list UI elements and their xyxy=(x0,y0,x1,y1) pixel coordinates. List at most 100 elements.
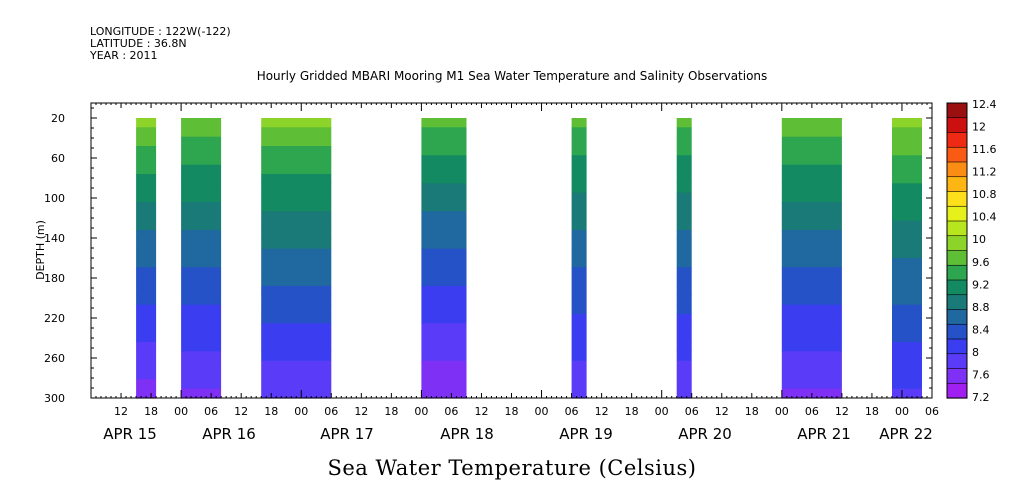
temperature-cell xyxy=(781,136,842,147)
colorbar-label: 10.4 xyxy=(972,211,997,224)
temperature-cell xyxy=(421,174,467,184)
data-segment xyxy=(136,118,157,399)
temperature-cell xyxy=(676,360,692,371)
temperature-cell xyxy=(892,174,922,184)
temperature-cell xyxy=(136,164,157,175)
temperature-cell xyxy=(261,304,332,315)
temperature-cell xyxy=(571,183,587,194)
x-hour-label: 18 xyxy=(745,405,759,418)
temperature-cell xyxy=(261,314,332,324)
x-hour-label: 18 xyxy=(865,405,879,418)
x-hour-label: 06 xyxy=(204,405,218,418)
temperature-cell xyxy=(676,220,692,231)
temperature-cell xyxy=(261,239,332,250)
temperature-cell xyxy=(571,388,587,399)
y-axis: 20 60 100 140 180 220 260 300 xyxy=(44,107,932,405)
temperature-cell xyxy=(421,220,467,231)
temperature-cell xyxy=(181,342,222,352)
colorbar-swatch xyxy=(946,250,968,266)
temperature-cell xyxy=(781,332,842,343)
x-hour-label: 06 xyxy=(324,405,338,418)
temperature-cell xyxy=(571,267,587,278)
temperature-cell xyxy=(892,342,922,352)
colorbar-title: Sea Water Temperature (Celsius) xyxy=(327,456,696,480)
temperature-cell xyxy=(676,155,692,166)
temperature-cell xyxy=(781,118,842,128)
temperature-cell xyxy=(136,202,157,212)
temperature-cell xyxy=(676,239,692,250)
temperature-cell xyxy=(181,155,222,166)
temperature-cell xyxy=(892,239,922,250)
colorbar-swatch xyxy=(946,102,968,119)
temperature-cell xyxy=(136,267,157,278)
temperature-cell xyxy=(136,388,157,399)
colorbar-label: 8.8 xyxy=(972,301,990,314)
x-hour-label: 00 xyxy=(174,405,188,418)
temperature-cell xyxy=(421,314,467,324)
temperature-cell xyxy=(781,239,842,250)
temperature-cell xyxy=(676,127,692,138)
x-hour-label: 12 xyxy=(715,405,729,418)
temperature-cell xyxy=(676,118,692,128)
temperature-cell xyxy=(261,202,332,212)
temperature-cell xyxy=(261,127,332,138)
temperature-cell xyxy=(181,118,222,128)
temperature-cell xyxy=(261,379,332,390)
temperature-cell xyxy=(571,174,587,184)
temperature-cell xyxy=(421,192,467,203)
temperature-cell xyxy=(181,239,222,250)
temperature-cell xyxy=(181,127,222,138)
colorbar-swatch xyxy=(946,382,968,399)
x-day-label: APR 20 xyxy=(678,425,732,443)
temperature-cell xyxy=(781,286,842,296)
temperature-cell xyxy=(676,267,692,278)
temperature-cell xyxy=(892,351,922,362)
colorbar-swatch xyxy=(946,132,968,148)
colorbar-swatch xyxy=(946,368,968,384)
temperature-cell xyxy=(181,267,222,278)
temperature-cell xyxy=(136,323,157,334)
temperature-cell xyxy=(676,174,692,184)
temperature-cell xyxy=(676,286,692,296)
temperature-cell xyxy=(421,136,467,147)
temperature-cell xyxy=(421,342,467,352)
temperature-cell xyxy=(421,360,467,371)
temperature-cell xyxy=(676,332,692,343)
temperature-cell xyxy=(676,164,692,175)
temperature-cell xyxy=(136,239,157,250)
temperature-cell xyxy=(181,183,222,194)
temperature-cell xyxy=(676,304,692,315)
temperature-cell xyxy=(181,304,222,315)
temperature-cell xyxy=(676,146,692,156)
temperature-cell xyxy=(181,146,222,156)
temperature-cell xyxy=(676,248,692,259)
temperature-cell xyxy=(676,314,692,324)
temperature-cell xyxy=(892,258,922,268)
colorbar-swatch xyxy=(946,309,968,325)
temperature-cell xyxy=(781,127,842,138)
x-day-label: APR 15 xyxy=(103,425,157,443)
colorbar-swatch xyxy=(946,191,968,207)
x-hour-label: 06 xyxy=(565,405,579,418)
temperature-cell xyxy=(892,146,922,156)
data-segment xyxy=(892,118,922,399)
temperature-cell xyxy=(571,155,587,166)
temperature-cell xyxy=(136,118,157,128)
temperature-cell xyxy=(181,295,222,306)
temperature-cell xyxy=(181,248,222,259)
temperature-cell xyxy=(181,192,222,203)
temperature-cell xyxy=(261,183,332,194)
temperature-cell xyxy=(181,286,222,296)
x-hour-label: 12 xyxy=(835,405,849,418)
temperature-cell xyxy=(676,342,692,352)
temperature-cell xyxy=(892,267,922,278)
temperature-cell xyxy=(181,202,222,212)
temperature-cell xyxy=(676,258,692,268)
temperature-cell xyxy=(676,276,692,287)
colorbar-label: 7.2 xyxy=(972,391,990,404)
temperature-cell xyxy=(676,295,692,306)
temperature-cell xyxy=(571,276,587,287)
temperature-cell xyxy=(136,342,157,352)
temperature-cell xyxy=(571,220,587,231)
temperature-cell xyxy=(892,136,922,147)
